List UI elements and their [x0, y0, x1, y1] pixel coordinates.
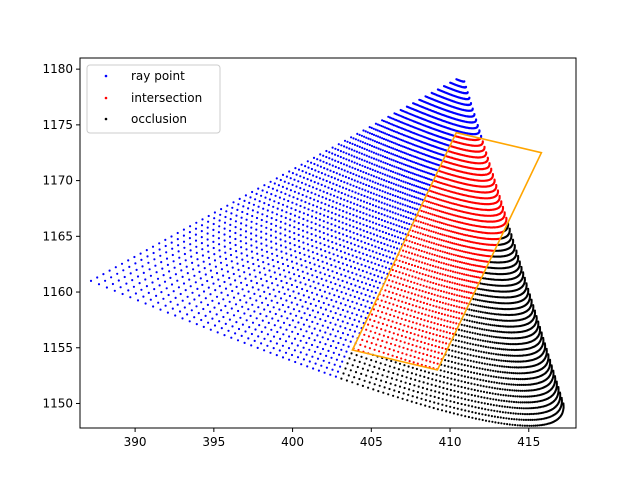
legend-marker-intersection — [104, 96, 108, 100]
y-tick-label: 1150 — [42, 396, 73, 410]
legend-label-ray-point: ray point — [131, 69, 185, 83]
legend-label-intersection: intersection — [131, 91, 202, 105]
x-tick-label: 400 — [281, 435, 304, 449]
ray-point-series — [89, 78, 483, 378]
y-tick-label: 1155 — [42, 341, 73, 355]
legend-label-occlusion: occlusion — [131, 112, 187, 126]
bounding-box-outline — [351, 131, 543, 371]
y-tick-label: 1160 — [42, 285, 73, 299]
plot-marks — [89, 78, 565, 427]
y-tick-label: 1180 — [42, 62, 73, 76]
legend: ray point intersection occlusion — [86, 64, 221, 134]
x-tick-label: 390 — [124, 435, 147, 449]
x-axis: 390 395 400 405 410 415 — [124, 428, 540, 449]
occlusion-series — [340, 222, 565, 427]
x-tick-label: 415 — [517, 435, 540, 449]
y-tick-label: 1175 — [42, 118, 73, 132]
x-tick-label: 405 — [360, 435, 383, 449]
legend-marker-occlusion — [104, 117, 108, 121]
y-tick-label: 1170 — [42, 174, 73, 188]
y-tick-label: 1165 — [42, 229, 73, 243]
x-tick-label: 395 — [202, 435, 225, 449]
legend-box — [86, 64, 221, 134]
plot-frame — [79, 57, 577, 429]
y-axis: 1150 1155 1160 1165 1170 1175 1180 — [42, 62, 80, 410]
x-tick-label: 410 — [439, 435, 462, 449]
legend-marker-ray-point — [104, 74, 108, 78]
